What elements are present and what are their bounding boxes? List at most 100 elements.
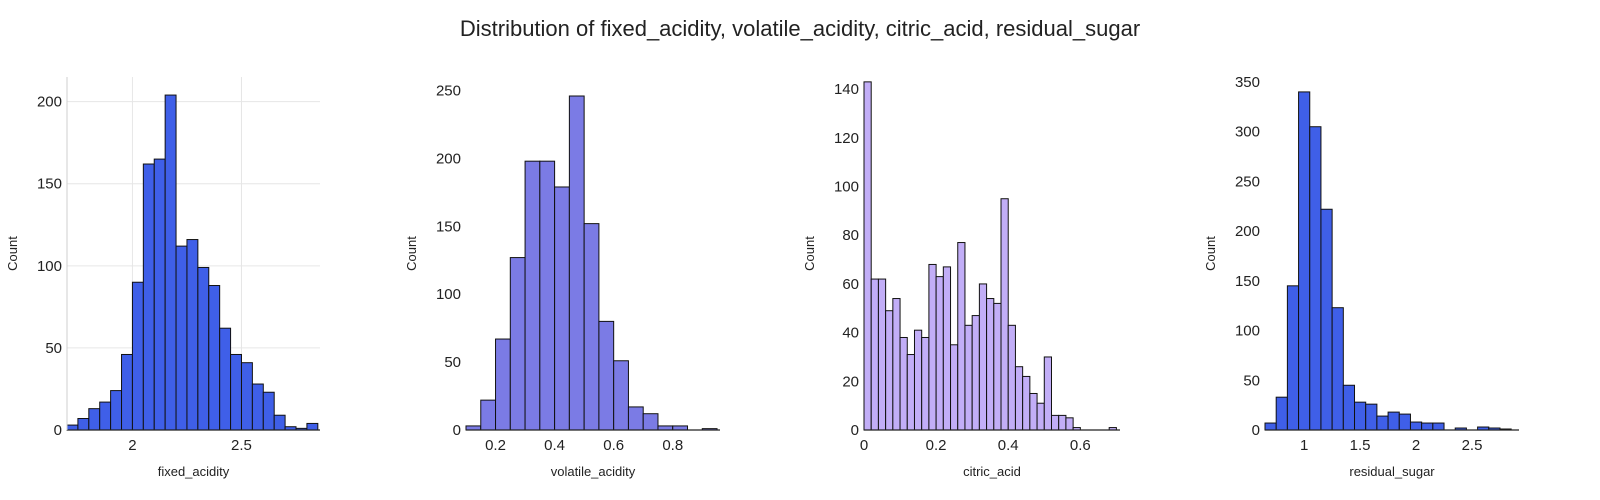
y-tick-label: 300 [1235,124,1260,141]
histogram-bar [186,239,199,431]
histogram-bar [1065,417,1074,431]
panel-citric-acid: 0 0.2 0.4 0.6 0 20 40 60 80 100 120 140 citric_acid… [802,81,1120,479]
tick-labels: 1 1.5 2 2.5 0 50 100 150 200 250 300 350 [1235,74,1482,454]
y-axis-title: Count [802,236,817,271]
panel-residual-sugar: 1 1.5 2 2.5 0 50 100 150 200 250 300 350 residual_s… [1203,74,1519,479]
histogram-bar [1036,402,1045,431]
histogram-bar [1286,285,1300,431]
histogram-bar [1050,414,1060,431]
histogram-bar [77,418,90,431]
y-tick-label: 250 [436,83,461,100]
histogram-bar [1331,307,1344,431]
x-tick-label: 0.8 [662,437,683,454]
x-tick-label: 0.6 [603,437,624,454]
y-tick-label: 60 [842,276,859,293]
x-axis-title: citric_acid [963,464,1021,479]
x-tick-label: 1.5 [1350,437,1371,454]
histogram-bar [1409,421,1423,431]
histogram-bar [598,320,615,431]
y-axis-title: Count [5,236,20,271]
histogram-bar [131,281,144,431]
histogram-bar [885,310,894,431]
histogram-bar [935,276,944,431]
histogram-bar [906,354,915,431]
histogram-bar [1298,91,1311,431]
histogram-bar [1432,422,1445,431]
histogram-bar [863,81,872,431]
tick-labels: 0 0.2 0.4 0.6 0 20 40 60 80 100 120 140 [834,81,1091,454]
histogram-bar [964,324,973,431]
histogram-bar [219,327,232,431]
tick-labels: 2 2.5 0 50 100 150 200 [37,94,252,454]
y-tick-label: 250 [1235,173,1260,190]
histogram-bar [262,391,275,431]
histogram-bar [230,353,242,431]
histogram-bar [110,390,123,431]
histogram-bar [1264,422,1277,431]
histogram-bar [273,414,286,431]
histogram-bar [950,344,959,431]
histogram-bar [88,408,101,431]
x-tick-label: 0.4 [544,437,565,454]
y-axis-title: Count [1203,236,1218,271]
histogram-bar [465,425,482,431]
histogram-bar [1043,356,1052,431]
y-tick-label: 100 [1235,323,1260,340]
histogram-bar [657,425,674,431]
y-tick-label: 40 [842,325,859,342]
histogram-bar [164,94,177,431]
histogram-bar [197,266,210,431]
histogram-bar [142,163,155,431]
histogram-bar [899,336,908,431]
histogram-bar [1387,411,1400,431]
chart-title: Distribution of fixed_acidity, volatile_… [459,16,1141,41]
histogram-bar [306,422,319,431]
histogram-bar [1421,422,1434,431]
y-tick-label: 200 [37,94,62,111]
histogram-bar [1058,414,1067,431]
histogram-bar [539,160,556,431]
y-tick-label: 0 [851,422,859,439]
y-tick-label: 200 [436,150,461,167]
x-tick-label: 2 [1412,437,1420,454]
y-tick-label: 100 [834,179,859,196]
histogram-bar [1000,198,1009,431]
histogram-bar [1398,413,1411,431]
tick-labels: 0.2 0.4 0.6 0.8 0 50 100 150 200 250 [436,83,683,454]
y-tick-label: 140 [834,81,859,98]
histogram-bar [153,158,166,431]
y-tick-label: 120 [834,130,859,147]
histogram-bar [921,336,930,431]
y-axis-title: Count [404,236,419,271]
histogram-bar [568,95,585,431]
x-tick-label: 0 [860,437,868,454]
histogram-bar [509,257,526,431]
histogram-bar [942,266,952,431]
y-tick-label: 100 [37,258,62,275]
histogram-bars [1264,91,1512,431]
histogram-bar [1007,324,1016,431]
histogram-bar [1376,415,1389,431]
y-tick-label: 100 [436,286,461,303]
histogram-bar [208,285,221,431]
y-tick-label: 20 [842,373,859,390]
histogram-bars [465,95,718,431]
histogram-bar [240,362,253,431]
x-tick-label: 1 [1300,437,1308,454]
y-tick-label: 0 [1252,422,1260,439]
histogram-bar [913,329,923,431]
histogram-bar [524,160,541,431]
histogram-bar [1022,375,1031,431]
histogram-bar [66,424,79,431]
histogram-bar [121,353,133,431]
y-tick-label: 200 [1235,223,1260,240]
axes [66,77,320,431]
y-tick-label: 150 [1235,273,1260,290]
x-tick-label: 2.5 [231,437,252,454]
histogram-bar [627,406,644,431]
histogram-bar [99,401,112,431]
y-tick-label: 150 [37,176,62,193]
histogram-bar [1275,396,1288,431]
y-tick-label: 150 [436,218,461,235]
x-tick-label: 0.6 [1070,437,1091,454]
